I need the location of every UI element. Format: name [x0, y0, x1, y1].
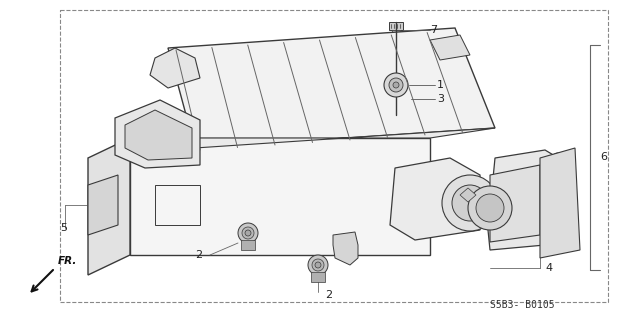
Text: S5B3- B0105: S5B3- B0105 [490, 300, 555, 310]
Text: 3: 3 [437, 94, 444, 104]
Polygon shape [130, 138, 430, 255]
Text: 7: 7 [430, 25, 437, 35]
Text: FR.: FR. [58, 256, 77, 266]
Circle shape [312, 259, 324, 271]
Text: 4: 4 [545, 263, 552, 273]
Polygon shape [311, 272, 325, 282]
Polygon shape [460, 188, 476, 202]
Circle shape [442, 175, 498, 231]
Polygon shape [389, 22, 403, 30]
Polygon shape [241, 240, 255, 250]
Circle shape [384, 73, 408, 97]
Circle shape [315, 262, 321, 268]
Polygon shape [392, 30, 400, 42]
Circle shape [308, 255, 328, 275]
Polygon shape [125, 110, 192, 160]
Bar [60, 10, 608, 302]
Polygon shape [488, 150, 570, 250]
Circle shape [242, 227, 254, 239]
Polygon shape [88, 175, 118, 235]
Polygon shape [88, 138, 130, 275]
Polygon shape [490, 165, 540, 242]
Text: 6: 6 [600, 152, 607, 162]
Polygon shape [390, 158, 480, 240]
Circle shape [238, 223, 258, 243]
Circle shape [468, 186, 512, 230]
Polygon shape [540, 148, 580, 258]
Text: 2: 2 [195, 250, 202, 260]
Text: 5: 5 [60, 223, 67, 233]
Polygon shape [430, 35, 470, 60]
Polygon shape [130, 128, 495, 148]
Circle shape [452, 185, 488, 221]
Polygon shape [381, 95, 411, 102]
Text: 2: 2 [325, 290, 332, 300]
Polygon shape [150, 48, 200, 88]
Polygon shape [115, 100, 200, 168]
Circle shape [393, 82, 399, 88]
Text: 1: 1 [437, 80, 444, 90]
Circle shape [389, 78, 403, 92]
Polygon shape [168, 28, 495, 148]
Polygon shape [333, 232, 358, 265]
Circle shape [476, 194, 504, 222]
Circle shape [245, 230, 251, 236]
